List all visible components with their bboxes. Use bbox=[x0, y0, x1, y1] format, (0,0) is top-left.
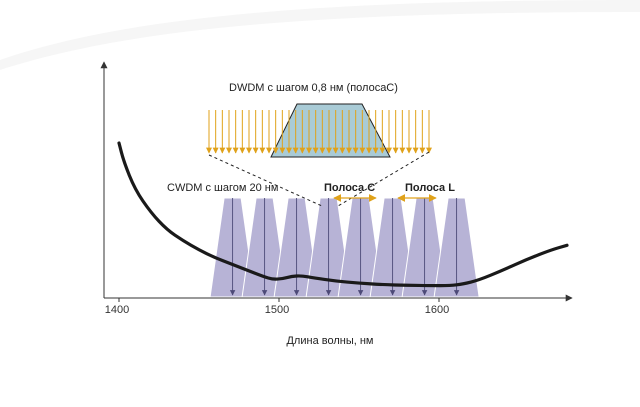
attenuation-curve bbox=[117, 141, 569, 288]
dwdm-label: DWDM с шагом 0,8 нм (полосаС) bbox=[229, 82, 398, 94]
band-l-label: Полоса L bbox=[405, 182, 455, 194]
x-tick-label-3: 1600 bbox=[425, 304, 449, 316]
band-c-label: Полоса С bbox=[324, 182, 375, 194]
attenuation-layer bbox=[117, 141, 569, 288]
dwdm-layer bbox=[206, 103, 432, 207]
dwdm-filter bbox=[270, 103, 391, 158]
x-axis-label: Длина волны, нм bbox=[286, 335, 373, 347]
axis-layer: 1400 1500 1600 bbox=[100, 61, 573, 316]
cwdm-label: CWDM с шагом 20 нм bbox=[167, 182, 278, 194]
x-tick-label-1: 1400 bbox=[105, 304, 129, 316]
dwdm-zoom-line-left bbox=[208, 154, 323, 207]
cwdm-channel-layer bbox=[209, 197, 480, 298]
x-tick-label-2: 1500 bbox=[265, 304, 289, 316]
